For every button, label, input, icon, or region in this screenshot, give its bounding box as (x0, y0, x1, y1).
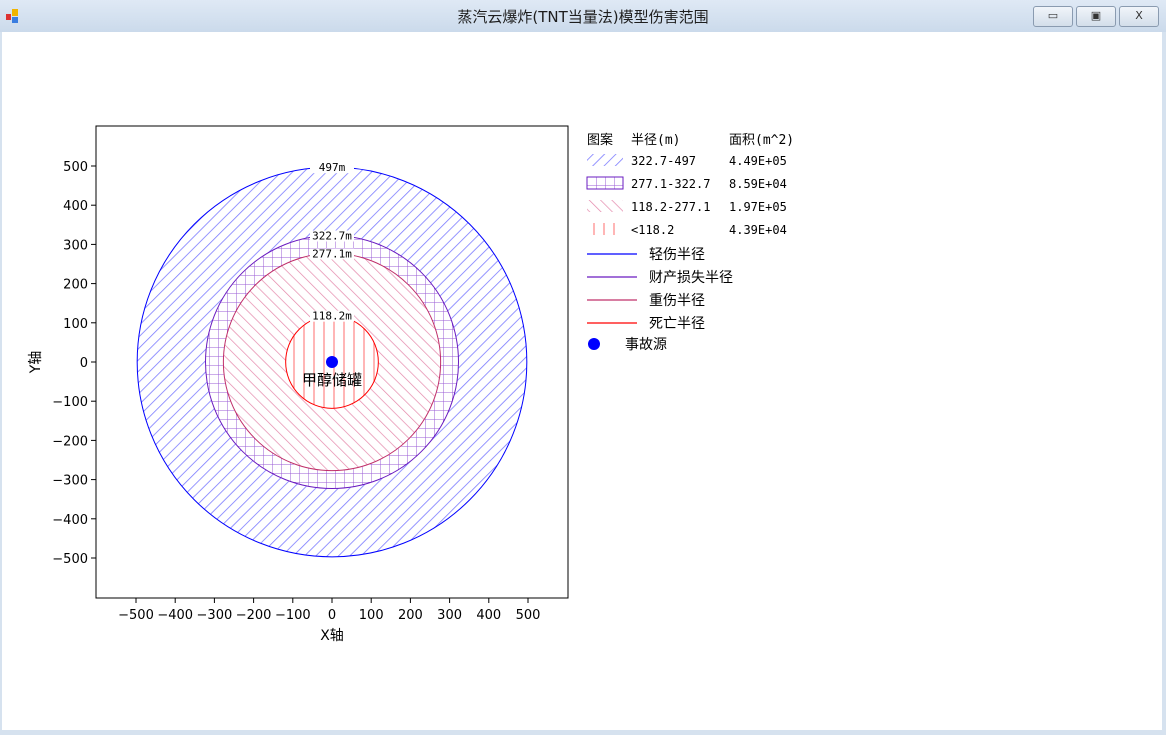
legend-range: <118.2 (631, 223, 674, 237)
x-tick-label: −500 (118, 608, 154, 623)
legend-area: 4.49E+05 (729, 154, 787, 168)
title-bar: 蒸汽云爆炸(TNT当量法)模型伤害范围 ▭ ▣ X (0, 0, 1166, 32)
legend-area: 8.59E+04 (729, 177, 787, 191)
legend-area: 4.39E+04 (729, 223, 787, 237)
legend-swatch (587, 200, 623, 212)
y-axis-label: Y轴 (28, 351, 44, 375)
legend-source-marker (588, 338, 600, 350)
circle-label-bg (310, 230, 354, 242)
x-tick-label: 0 (328, 608, 336, 623)
y-tick-label: 500 (63, 160, 88, 175)
y-tick-label: 0 (80, 356, 88, 371)
legend-swatch (587, 154, 623, 166)
y-tick-label: 400 (63, 199, 88, 214)
legend-range: 277.1-322.7 (631, 177, 710, 191)
legend-line-label: 财产损失半径 (649, 270, 733, 286)
legend-header-pattern: 图案 (587, 133, 613, 148)
x-tick-label: 300 (437, 608, 462, 623)
legend-swatch (587, 223, 623, 235)
close-button[interactable]: X (1119, 6, 1159, 27)
legend-swatch (586, 176, 624, 190)
x-tick-label: −400 (157, 608, 193, 623)
source-label: 甲醇储罐 (302, 371, 362, 389)
legend: 图案 半径(m) 面积(m^2) 322.7-497 4.49E+05 277.1-322… (586, 133, 794, 353)
y-tick-label: 100 (63, 317, 88, 332)
x-tick-label: 400 (476, 608, 501, 623)
window-title: 蒸汽云爆炸(TNT当量法)模型伤害范围 (457, 8, 709, 26)
x-tick-label: −300 (197, 608, 233, 623)
legend-area: 1.97E+05 (729, 200, 787, 214)
x-tick-label: 500 (516, 608, 541, 623)
app-icon (6, 9, 18, 23)
x-tick-label: 100 (359, 608, 384, 623)
minimize-button[interactable]: ▭ (1033, 6, 1073, 27)
y-tick-label: −400 (52, 513, 88, 528)
x-tick-label: −200 (236, 608, 272, 623)
circle-label-bg (310, 248, 354, 260)
circle-label-bg (310, 162, 354, 174)
legend-range: 322.7-497 (631, 154, 696, 168)
legend-header-area: 面积(m^2) (729, 133, 794, 148)
circle-radius-label: 277.1m (312, 247, 352, 260)
x-axis-label: X轴 (320, 628, 344, 644)
y-tick-label: −300 (52, 474, 88, 489)
circle-label-bg (310, 310, 354, 322)
x-tick-label: −100 (275, 608, 311, 623)
circle-radius-label: 322.7m (312, 230, 352, 243)
y-tick-label: −100 (52, 395, 88, 410)
y-tick-label: −500 (52, 552, 88, 567)
circle-radius-label: 118.2m (312, 310, 352, 323)
y-tick-label: 200 (63, 278, 88, 293)
client-area: 497m 322.7m 277.1m 118.2m 甲醇储罐 −500 −400 −300−… (2, 32, 1162, 730)
circle-radius-label: 497m (319, 161, 346, 174)
legend-header-radius: 半径(m) (631, 133, 680, 148)
accident-source-marker (326, 356, 338, 368)
legend-line-label: 重伤半径 (649, 293, 705, 309)
maximize-button[interactable]: ▣ (1076, 6, 1116, 27)
y-tick-label: −200 (52, 434, 88, 449)
legend-line-label: 轻伤半径 (649, 247, 705, 263)
legend-line-label: 死亡半径 (649, 316, 705, 332)
y-tick-label: 300 (63, 238, 88, 253)
legend-source-label: 事故源 (625, 337, 667, 353)
x-tick-label: 200 (398, 608, 423, 623)
legend-range: 118.2-277.1 (631, 200, 710, 214)
